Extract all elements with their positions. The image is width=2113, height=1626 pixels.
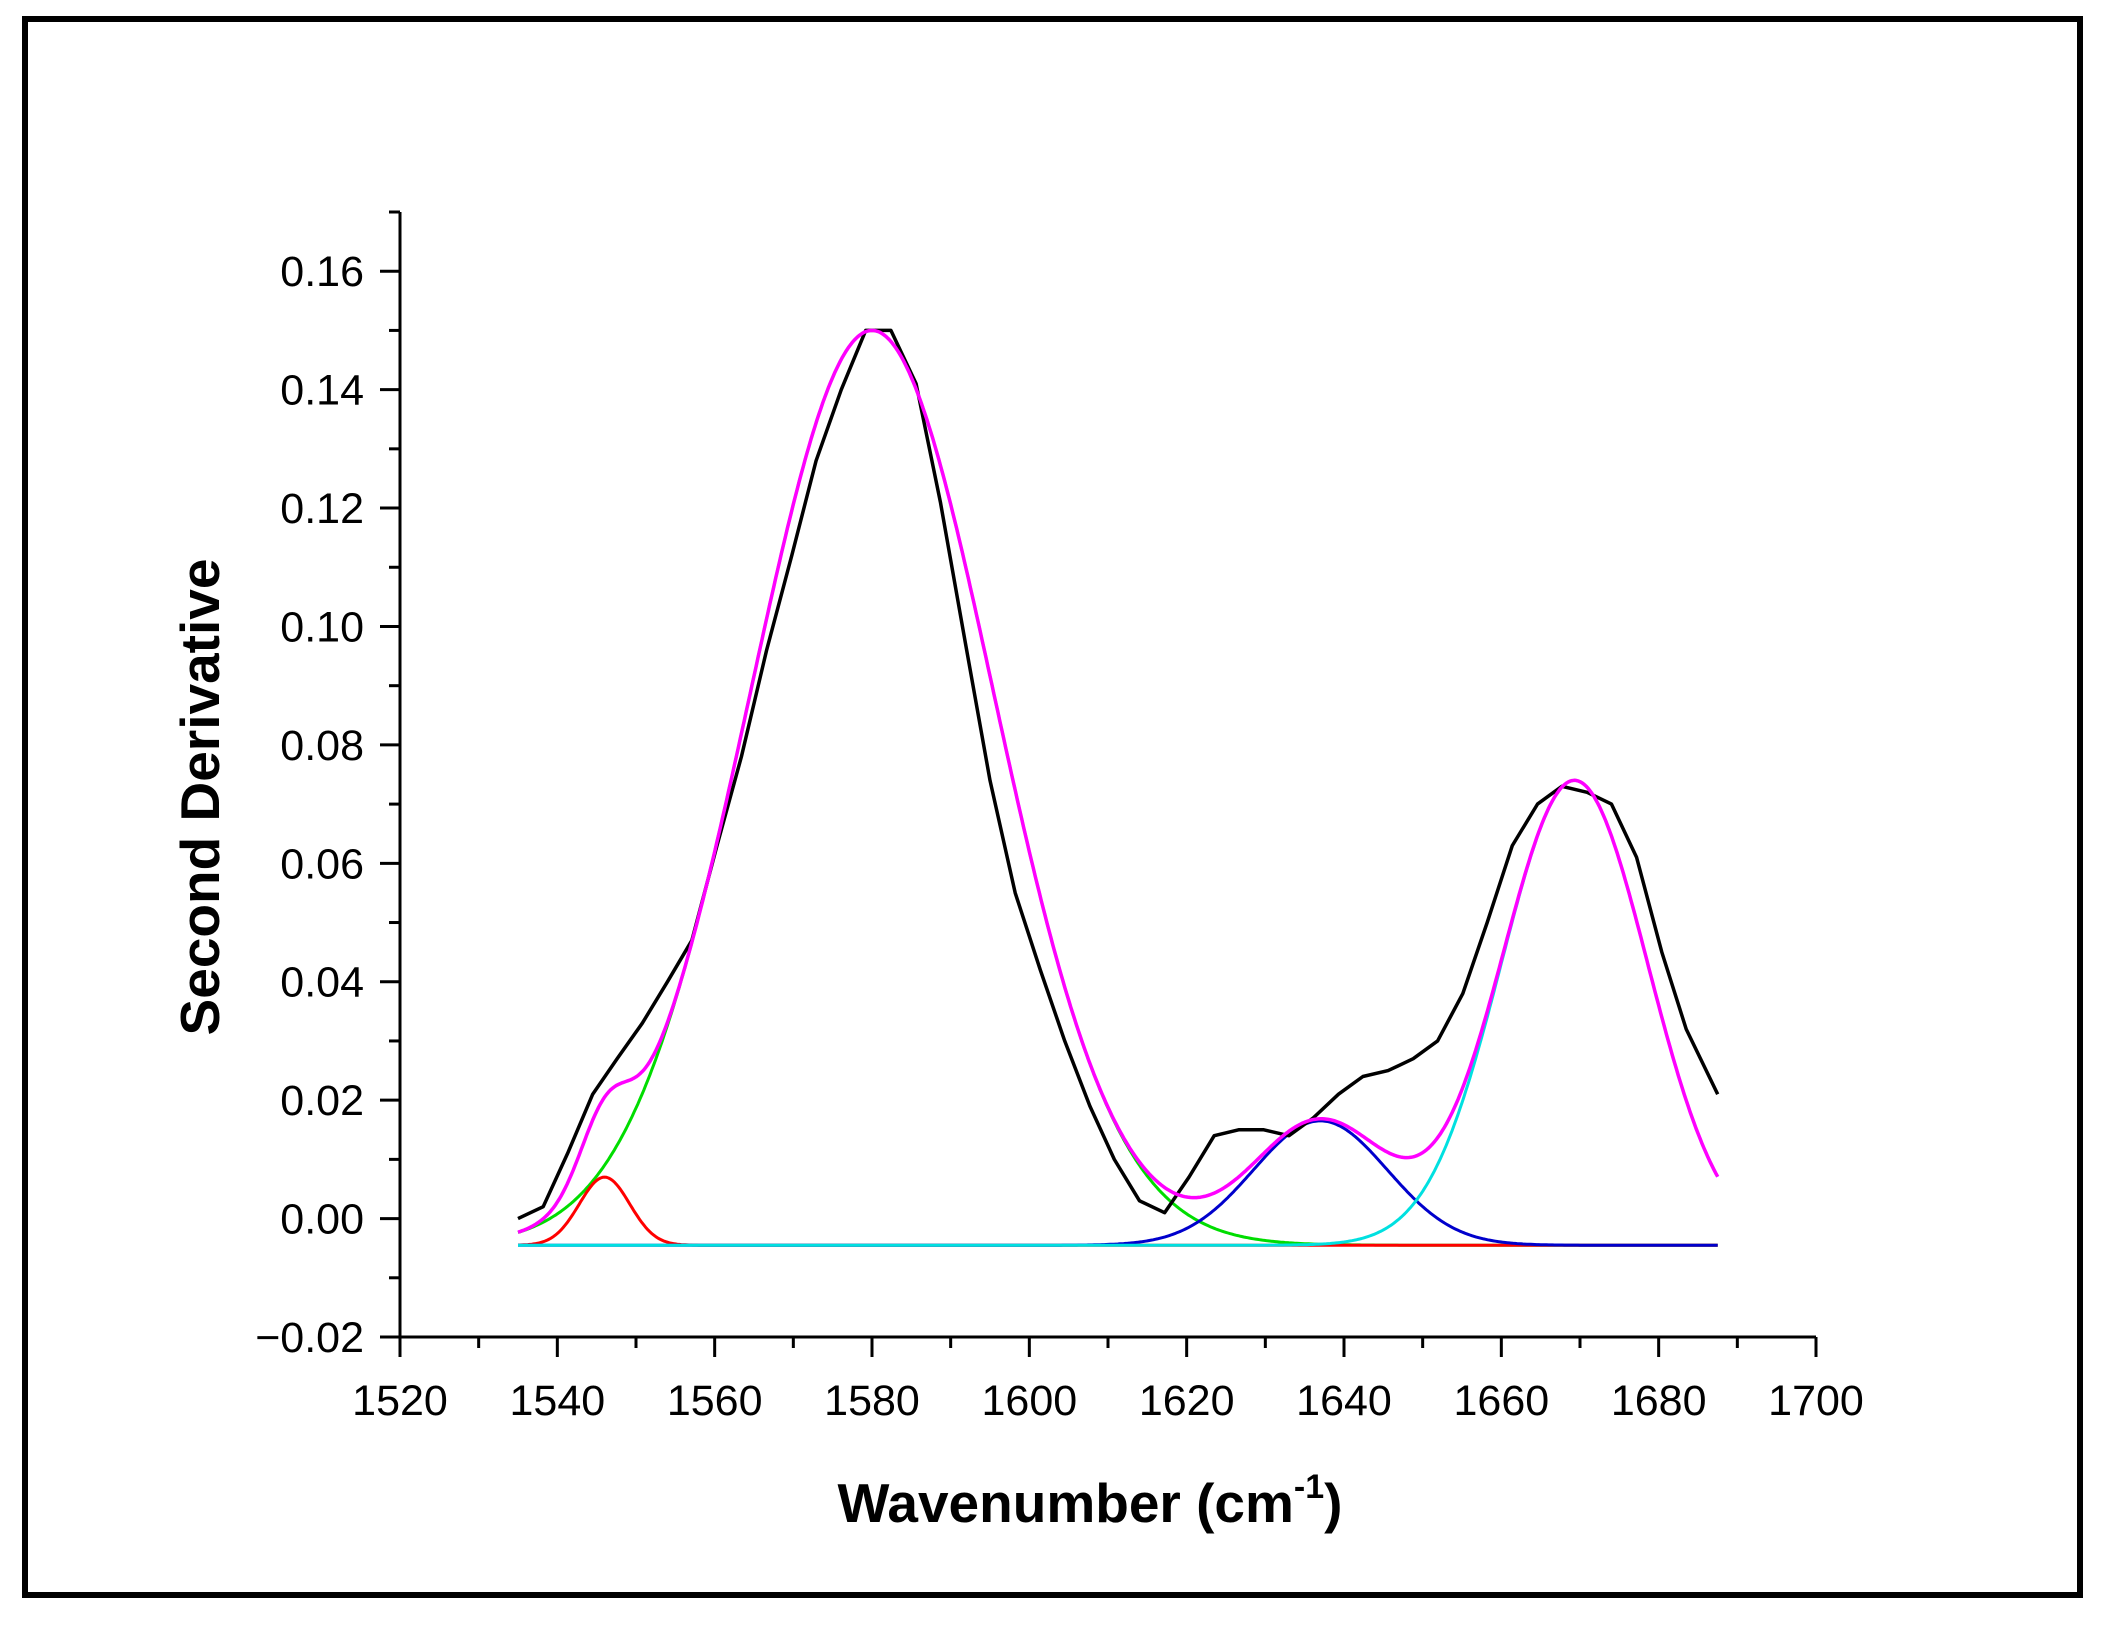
y-tick-label: −0.02 — [255, 1314, 364, 1362]
series-peak-1546 — [518, 1175, 1718, 1247]
y-tick-label: 0.04 — [280, 959, 364, 1007]
x-tick-label: 1540 — [509, 1377, 605, 1425]
x-tick-label: 1600 — [981, 1377, 1077, 1425]
x-tick-label: 1580 — [824, 1377, 920, 1425]
x-tick-label: 1520 — [352, 1377, 448, 1425]
y-tick-label: 0.02 — [280, 1077, 364, 1125]
x-axis-title-end: ) — [1324, 1472, 1342, 1534]
series-cumulative-fit — [517, 328, 1720, 1234]
series-peak-1580 — [517, 328, 1718, 1247]
y-tick-label: 0.00 — [280, 1196, 364, 1244]
y-tick-label: 0.12 — [280, 485, 364, 533]
x-tick-label: 1560 — [667, 1377, 763, 1425]
x-tick-label: 1640 — [1296, 1377, 1392, 1425]
axes — [398, 212, 1816, 1339]
plot-lines — [517, 328, 1720, 1247]
x-axis-title-main: Wavenumber (cm — [838, 1472, 1294, 1534]
series-measured — [517, 328, 1720, 1221]
x-tick-label: 1700 — [1768, 1377, 1864, 1425]
x-axis-title: Wavenumber (cm-1) — [838, 1468, 1343, 1534]
x-tick-label: 1620 — [1139, 1377, 1235, 1425]
figure-frame: 1520 1540 1560 1580 1600 1620 1640 1660 1680 1700… — [22, 16, 2083, 1598]
y-axis-title: Second Derivative — [169, 559, 231, 1036]
chart: 1520 1540 1560 1580 1600 1620 1640 1660 1680 1700… — [169, 210, 1864, 1534]
x-tick-label: 1660 — [1453, 1377, 1549, 1425]
y-tick-label: 0.16 — [280, 248, 364, 296]
y-tick-label: 0.14 — [280, 367, 364, 415]
series-peak-1637 — [518, 1119, 1718, 1247]
y-tick-label: 0.10 — [280, 603, 364, 651]
y-axis-ticks: −0.02 0.00 0.02 0.04 0.06 0.08 0.10 0.12 0.14 0.1… — [255, 210, 400, 1362]
x-axis-title-superscript: -1 — [1294, 1468, 1324, 1506]
x-tick-label: 1680 — [1611, 1377, 1707, 1425]
y-tick-label: 0.08 — [280, 722, 364, 770]
series-peak-1669 — [518, 778, 1720, 1247]
x-axis-ticks: 1520 1540 1560 1580 1600 1620 1640 1660 1680 1700 — [352, 1337, 1864, 1425]
y-tick-label: 0.06 — [280, 840, 364, 888]
